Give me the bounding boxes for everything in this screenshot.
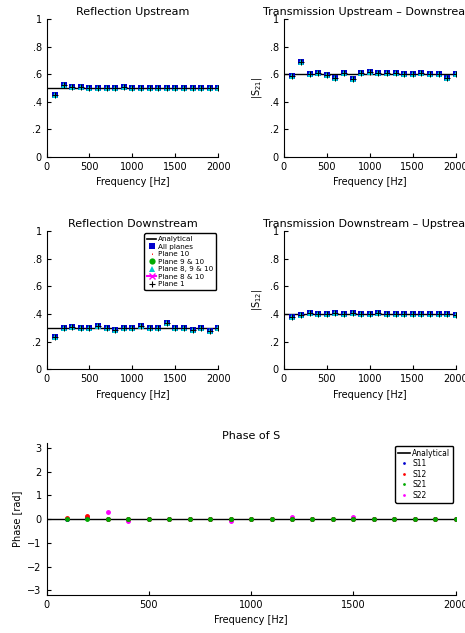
Title: Reflection Upstream: Reflection Upstream bbox=[76, 7, 189, 17]
X-axis label: Frequency [Hz]: Frequency [Hz] bbox=[96, 389, 169, 399]
Y-axis label: Phase [rad]: Phase [rad] bbox=[12, 491, 22, 548]
Title: Transmission Downstream – Upstream: Transmission Downstream – Upstream bbox=[263, 219, 465, 229]
Y-axis label: |S$_{21}$|: |S$_{21}$| bbox=[250, 77, 264, 99]
Title: Transmission Upstream – Downstream: Transmission Upstream – Downstream bbox=[263, 7, 465, 17]
X-axis label: Frequency [Hz]: Frequency [Hz] bbox=[96, 177, 169, 187]
X-axis label: Frequency [Hz]: Frequency [Hz] bbox=[333, 389, 406, 399]
X-axis label: Frequency [Hz]: Frequency [Hz] bbox=[333, 177, 406, 187]
Title: Phase of S: Phase of S bbox=[222, 431, 280, 441]
Legend: Analytical, S11, S12, S21, S22: Analytical, S11, S12, S21, S22 bbox=[395, 446, 453, 503]
Title: Reflection Downstream: Reflection Downstream bbox=[67, 219, 197, 229]
Legend: Analytical, All planes, Plane 10, Plane 9 & 10, Plane 8, 9 & 10, Plane 8 & 10, P: Analytical, All planes, Plane 10, Plane … bbox=[145, 234, 216, 290]
Y-axis label: |S$_{12}$|: |S$_{12}$| bbox=[250, 289, 264, 311]
X-axis label: Frequency [Hz]: Frequency [Hz] bbox=[214, 615, 288, 625]
